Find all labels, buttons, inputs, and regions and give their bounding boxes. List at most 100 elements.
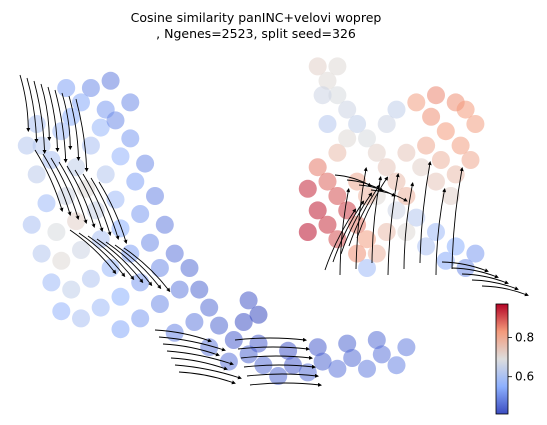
points-layer [17,57,485,385]
cell-point [219,352,238,371]
cell-point [313,352,332,371]
velocity-streamline [162,343,220,357]
cell-point [111,320,130,339]
cell-point [377,223,396,241]
cell-point [318,215,337,234]
velocity-streamline [419,161,432,264]
cell-point [136,154,155,173]
cell-point [372,345,391,364]
cell-point [150,259,169,277]
velocity-streamline [19,74,31,133]
cell-point [441,187,460,205]
cell-point [422,107,441,126]
cell-point [121,93,140,112]
velocity-streamline [237,346,311,351]
velocity-streamline [451,167,464,270]
velocity-streamline [47,86,60,153]
cell-point [165,323,184,342]
cell-point [190,280,209,299]
cell-point [313,86,332,105]
cell-point [72,241,90,259]
cell-point [377,158,396,177]
velocity-streamline [40,83,52,142]
cell-point [279,341,298,360]
cell-point [81,79,100,97]
cell-point [328,187,347,205]
cell-point [427,223,445,241]
velocity-streamline [174,364,242,380]
cell-point [466,115,485,133]
cell-point [298,223,317,241]
velocity-streamline [90,177,120,240]
velocity-streamline [69,229,117,275]
velocity-streamline [154,329,212,343]
cell-point [131,273,150,292]
velocity-streamline [356,176,389,239]
cell-point [446,165,465,184]
cell-point [338,334,357,353]
velocity-streamline [441,261,489,273]
cell-point [269,367,288,385]
cell-point [121,244,140,263]
cell-point [387,201,406,220]
velocity-streamline [324,208,357,271]
cell-point [249,305,268,324]
cell-point [417,136,436,155]
cell-point [121,129,140,148]
cell-point [52,251,71,270]
cell-point [397,143,416,162]
velocity-streamline [114,244,162,290]
cell-point [27,165,46,184]
velocity-streamline [75,98,89,173]
velocity-streamline [54,89,68,164]
cell-point [131,205,150,223]
velocity-streamline [170,357,228,371]
velocity-streamline [87,235,135,281]
cell-point [86,201,105,220]
cell-point [367,331,386,349]
cell-point [62,280,81,299]
velocity-streamline [435,188,447,276]
cell-point [27,115,46,133]
cell-point [308,57,327,76]
cell-point [407,93,426,112]
velocity-streamline [387,173,400,276]
velocity-streamline [96,238,144,284]
cell-point [200,298,219,317]
cell-point [407,208,426,227]
cell-point [165,244,184,263]
cell-point [456,100,475,119]
cell-point [436,251,455,270]
cell-point [348,115,367,133]
cell-point [111,287,130,306]
cell-point [318,71,337,90]
velocity-streamline [178,371,236,385]
cell-point [466,244,485,263]
cell-point [42,273,61,292]
cell-point [111,219,130,238]
cell-point [72,309,90,328]
colorbar-gradient [495,303,509,415]
velocity-streamline [355,167,368,270]
colorbar-tick-label: 0.8 [515,330,534,344]
cell-point [348,244,367,263]
velocity-streamline [123,247,171,293]
cell-point [358,259,376,277]
cell-point [210,316,229,335]
velocity-streamline [50,157,80,220]
cell-point [436,122,455,141]
velocity-streamline [339,188,351,276]
cell-point [338,129,357,148]
cell-point [358,230,376,249]
cell-point [47,223,66,241]
cell-point [170,280,189,299]
cell-point [397,223,416,241]
cell-point [446,237,465,256]
velocity-streamline [166,350,234,366]
cell-point [239,291,258,310]
cell-point [141,233,159,252]
cell-point [150,295,169,313]
cell-point [17,136,36,155]
cell-point [427,172,445,191]
velocity-streamline [42,153,72,216]
